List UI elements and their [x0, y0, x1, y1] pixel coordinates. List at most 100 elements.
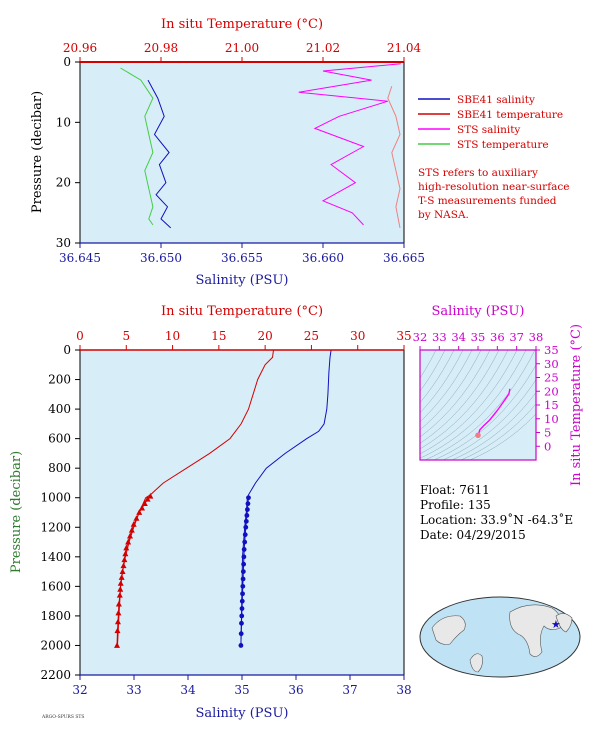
- temperature-marker: [119, 568, 126, 574]
- world-map: ★: [419, 596, 581, 678]
- temperature-marker: [116, 592, 123, 598]
- salinity-marker: [239, 613, 245, 619]
- profile-left-tick-label: 0: [63, 343, 71, 357]
- legend-label-sbe41-temperature: SBE41 temperature: [457, 109, 563, 121]
- profile-left-axis-title: Pressure (decibar): [9, 451, 24, 573]
- top-series-sts-salinity: [298, 63, 401, 226]
- profile-left-tick-label: 2000: [40, 638, 71, 652]
- salinity-marker: [243, 524, 249, 530]
- temperature-marker: [139, 504, 146, 511]
- top-series-sts-temperature: [120, 67, 154, 226]
- top-plot-background: [80, 62, 404, 243]
- legend-label-sts-temperature: STS temperature: [457, 139, 549, 151]
- top-plot-left-tick-label: 10: [56, 115, 71, 129]
- salinity-marker: [242, 532, 248, 538]
- profile-bottom-axis-title: Salinity (PSU): [196, 706, 289, 721]
- top-plot-top-axis-title: In situ Temperature (°C): [161, 17, 323, 32]
- ts-top-tick-label: 38: [529, 330, 544, 344]
- top-plot: 20.96 20.98 21.00 21.02 21.04 36.645 36.650 36.…: [30, 17, 425, 288]
- profile-left-tick-label: 600: [48, 432, 71, 446]
- ts-right-tick-label: 15: [544, 398, 559, 412]
- salinity-marker: [239, 598, 245, 604]
- salinity-marker: [245, 501, 251, 507]
- density-contour: [451, 392, 536, 460]
- salinity-marker: [242, 539, 248, 545]
- temperature-marker: [120, 562, 127, 569]
- temperature-marker: [126, 532, 133, 539]
- density-contour: [420, 350, 500, 444]
- profile-bottom-tick-label: 37: [342, 683, 357, 697]
- density-contour: [420, 350, 509, 450]
- ts-plot-background: [420, 350, 536, 460]
- density-contour: [433, 364, 536, 460]
- density-contour: [442, 379, 536, 460]
- density-contour: [420, 350, 491, 438]
- top-plot-bottom-tick-label: 36.650: [140, 251, 182, 265]
- ts-plot-series: [475, 388, 511, 439]
- top-series-sts-temperature-salmon-: [387, 85, 401, 228]
- salinity-marker: [240, 591, 245, 597]
- temperature-marker: [125, 538, 132, 545]
- profile-left-tick-label: 2200: [40, 668, 71, 682]
- temperature-marker: [144, 496, 151, 502]
- float-id: Float: 7611: [420, 483, 490, 497]
- profile-left-tick-label: 1800: [40, 609, 71, 623]
- ts-top-tick-label: 35: [471, 330, 486, 344]
- profile-top-tick-label: 20: [258, 329, 273, 343]
- top-plot-top-tick-label: 20.98: [144, 41, 178, 55]
- top-plot-bottom-axis-title: Salinity (PSU): [196, 273, 289, 288]
- float-location-marker: ★: [551, 618, 561, 631]
- note-line-1: STS refers to auxiliary: [418, 167, 538, 179]
- temperature-marker: [147, 493, 154, 499]
- profile-top-tick-label: 25: [304, 329, 319, 343]
- temperature-marker: [115, 600, 122, 607]
- profile-left-tick-label: 1200: [40, 520, 71, 534]
- legend-label-sts-salinity: STS salinity: [457, 124, 520, 136]
- note-line-2: high-resolution near-surface: [418, 181, 569, 193]
- temperature-marker: [117, 586, 124, 592]
- temperature-marker: [121, 556, 128, 563]
- profile-bottom-tick-label: 34: [180, 683, 196, 697]
- density-contour: [420, 350, 482, 431]
- profile-left-tick-label: 1400: [40, 550, 71, 564]
- salinity-marker: [240, 576, 246, 582]
- top-plot-bottom-tick-label: 36.660: [302, 251, 344, 265]
- density-contour: [420, 350, 455, 404]
- ts-right-tick-label: 25: [544, 371, 559, 385]
- top-plot-bottom-tick-label: 36.645: [59, 251, 101, 265]
- density-contour: [460, 403, 536, 460]
- top-plot-top-tick-label: 21.00: [225, 41, 259, 55]
- density-contour: [420, 350, 437, 379]
- profile-left-tick-label: 1600: [40, 579, 71, 593]
- top-plot-left-tick-label: 20: [56, 176, 71, 190]
- note-line-3: T-S measurements funded: [418, 195, 557, 207]
- profile-top-tick-label: 5: [122, 329, 130, 343]
- date: Date: 04/29/2015: [420, 528, 526, 542]
- temperature-marker: [128, 527, 135, 533]
- profile-bottom-tick-label: 35: [234, 683, 249, 697]
- note-line-4: by NASA.: [418, 209, 469, 221]
- footer-credit: ARGO-SPURS STS: [41, 714, 85, 720]
- density-contour: [420, 350, 464, 414]
- profile-left-tick-label: 200: [48, 373, 71, 387]
- ts-right-tick-label: 10: [544, 412, 559, 426]
- profile-plot-ticks: 0 5 10 15 20 25 30 35 32 33 34 35 36 37 38 0 200 400 600 80…: [40, 329, 411, 697]
- profile-bottom-tick-label: 32: [72, 683, 87, 697]
- salinity-marker: [239, 620, 244, 626]
- top-plot-top-tick-label: 20.96: [63, 41, 97, 55]
- profile-bottom-tick-label: 38: [396, 683, 411, 697]
- density-contour: [420, 350, 518, 455]
- temperature-marker: [136, 509, 143, 515]
- temperature-marker: [114, 618, 121, 625]
- top-series-sbe41-salinity: [147, 79, 172, 229]
- salinity-marker: [239, 606, 245, 611]
- profile-plot: 0 5 10 15 20 25 30 35 32 33 34 35 36 37 38 0 200 400 600 80…: [9, 304, 412, 721]
- top-plot-ticks: 20.96 20.98 21.00 21.02 21.04 36.645 36.650 36.…: [56, 41, 425, 265]
- map-land-australia: [469, 653, 483, 673]
- profile-top-tick-label: 35: [396, 329, 411, 343]
- density-contour: [420, 350, 446, 392]
- ts-right-tick-label: 30: [544, 357, 559, 371]
- ts-top-tick-label: 32: [413, 330, 428, 344]
